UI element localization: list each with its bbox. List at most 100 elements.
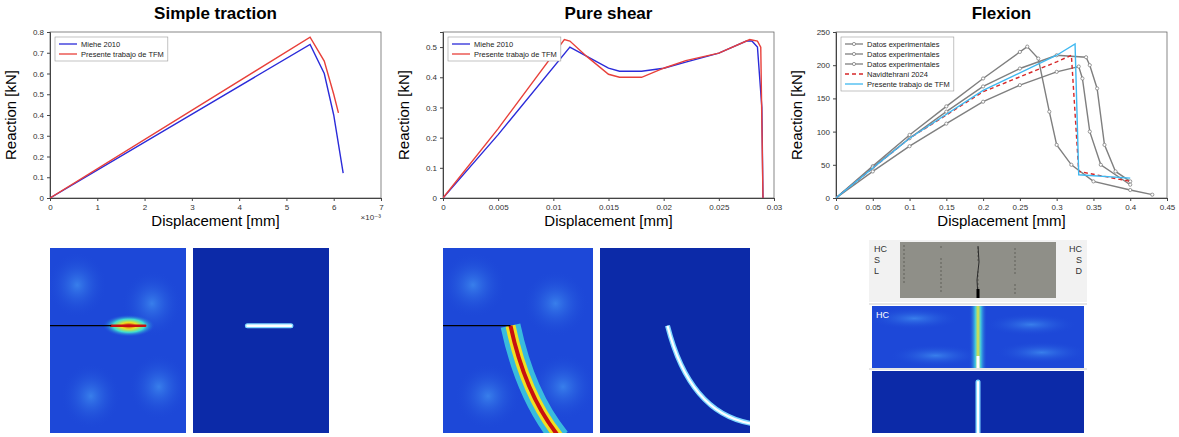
- axis-line: [51, 199, 382, 202]
- tick-mark: [910, 198, 911, 201]
- tick-label: 0.1: [426, 164, 438, 173]
- marker: [1018, 50, 1021, 53]
- tick: 0.02: [656, 198, 672, 212]
- tick: 3: [190, 198, 195, 212]
- tick: 0.3: [33, 132, 50, 141]
- tick-mark: [47, 157, 50, 158]
- marker: [1092, 180, 1095, 183]
- field-blob: [889, 344, 982, 366]
- legend-label: Miehe 2010: [474, 40, 513, 49]
- field-label: HC: [876, 310, 889, 320]
- y-axis-title: Reaction [kN]: [395, 70, 412, 160]
- tick: 0.3: [1052, 198, 1064, 212]
- tick-mark: [47, 177, 50, 178]
- legend-label: Presente trabajo de TFM: [81, 50, 164, 59]
- field-image: [600, 248, 750, 433]
- marker: [1084, 56, 1087, 59]
- marker: [1114, 170, 1117, 173]
- tick-mark: [47, 32, 50, 33]
- legend-label: Datos experimentales: [867, 60, 940, 69]
- tick-label: 0: [40, 194, 45, 203]
- tick-label: 7: [379, 203, 384, 212]
- photo-texture: [903, 257, 905, 259]
- tick-mark: [833, 198, 836, 199]
- marker: [1070, 163, 1073, 166]
- tick-label: 0.02: [656, 203, 672, 212]
- tick-label: 0.7: [33, 49, 45, 58]
- chart-title: Pure shear: [565, 4, 653, 23]
- field-image: [443, 248, 593, 433]
- photo-texture: [940, 270, 942, 272]
- field-images: HCSLHCSD HC: [47, 240, 1088, 437]
- marker: [1026, 45, 1029, 48]
- field-background: [193, 248, 329, 433]
- photo-border: [869, 240, 1087, 302]
- field-background: [872, 371, 1084, 433]
- separator: [869, 369, 1087, 370]
- tick: 0.4: [33, 111, 50, 120]
- legend-label: Navidtehrani 2024: [867, 70, 928, 79]
- series-line: [443, 40, 763, 198]
- legend-label: Datos experimentales: [867, 50, 940, 59]
- photo-texture: [940, 258, 942, 260]
- tick-mark: [381, 198, 382, 201]
- tick-label: 0.4: [426, 73, 438, 82]
- y-axis-title: Reaction [kN]: [2, 70, 19, 160]
- marker: [1055, 70, 1058, 73]
- tick-label: 0: [834, 203, 839, 212]
- tick-label: 100: [817, 128, 831, 137]
- field-blob: [50, 252, 107, 319]
- field-blob: [443, 252, 506, 319]
- axis-line: [47, 33, 51, 199]
- legend-swatch: [845, 53, 863, 54]
- tick-label: 0.1: [33, 173, 45, 182]
- specimen-notch: [977, 356, 980, 368]
- tick-label: 0.6: [33, 70, 45, 79]
- photo-notch: [977, 289, 980, 298]
- legend-swatch: [845, 63, 863, 64]
- tick-label: 0.05: [865, 203, 881, 212]
- specimen-photo: HCSLHCSD: [869, 240, 1087, 302]
- legend-box: [448, 37, 561, 61]
- photo-label: S: [874, 255, 880, 265]
- marker: [1096, 87, 1099, 90]
- photo-texture: [903, 253, 905, 255]
- series-line: [836, 44, 1130, 198]
- photo-specimen: [900, 242, 1056, 298]
- photo-texture: [903, 269, 905, 271]
- plot-area: [443, 40, 763, 198]
- tick-mark: [833, 98, 836, 99]
- tick: 0.8: [33, 28, 50, 37]
- plot-area: [836, 44, 1154, 198]
- y-axis: 050100150200250: [817, 28, 837, 203]
- photo-texture: [940, 286, 942, 288]
- crack-outline: [247, 323, 291, 328]
- crack-band: [511, 326, 561, 433]
- tick: 0: [834, 198, 839, 212]
- x-axis-title: Displacement [mm]: [937, 212, 1065, 229]
- tick-mark: [833, 165, 836, 166]
- tick: 0.1: [33, 173, 50, 182]
- tick-mark: [774, 198, 775, 201]
- photo-texture: [1014, 252, 1016, 254]
- tick-label: 0.2: [426, 134, 438, 143]
- series-line: [50, 44, 343, 198]
- tick-mark: [1057, 198, 1058, 201]
- photo-texture: [1014, 272, 1016, 274]
- initial-crack: [50, 325, 111, 326]
- tick-label: 3: [190, 203, 195, 212]
- marker: [1099, 163, 1102, 166]
- tick-label: 0.015: [599, 203, 620, 212]
- tick-label: 0: [48, 203, 53, 212]
- photo-crack: [977, 246, 979, 298]
- marker: [945, 105, 948, 108]
- tick: 0.5: [426, 43, 443, 52]
- damage-glow: [511, 326, 561, 433]
- tick: 200: [817, 61, 836, 70]
- photo-texture: [903, 249, 905, 251]
- tick: 50: [821, 161, 836, 170]
- field-background: [600, 248, 750, 433]
- tick-mark: [609, 198, 610, 201]
- tick-label: 0.4: [33, 111, 45, 120]
- plot-frame: [50, 32, 381, 198]
